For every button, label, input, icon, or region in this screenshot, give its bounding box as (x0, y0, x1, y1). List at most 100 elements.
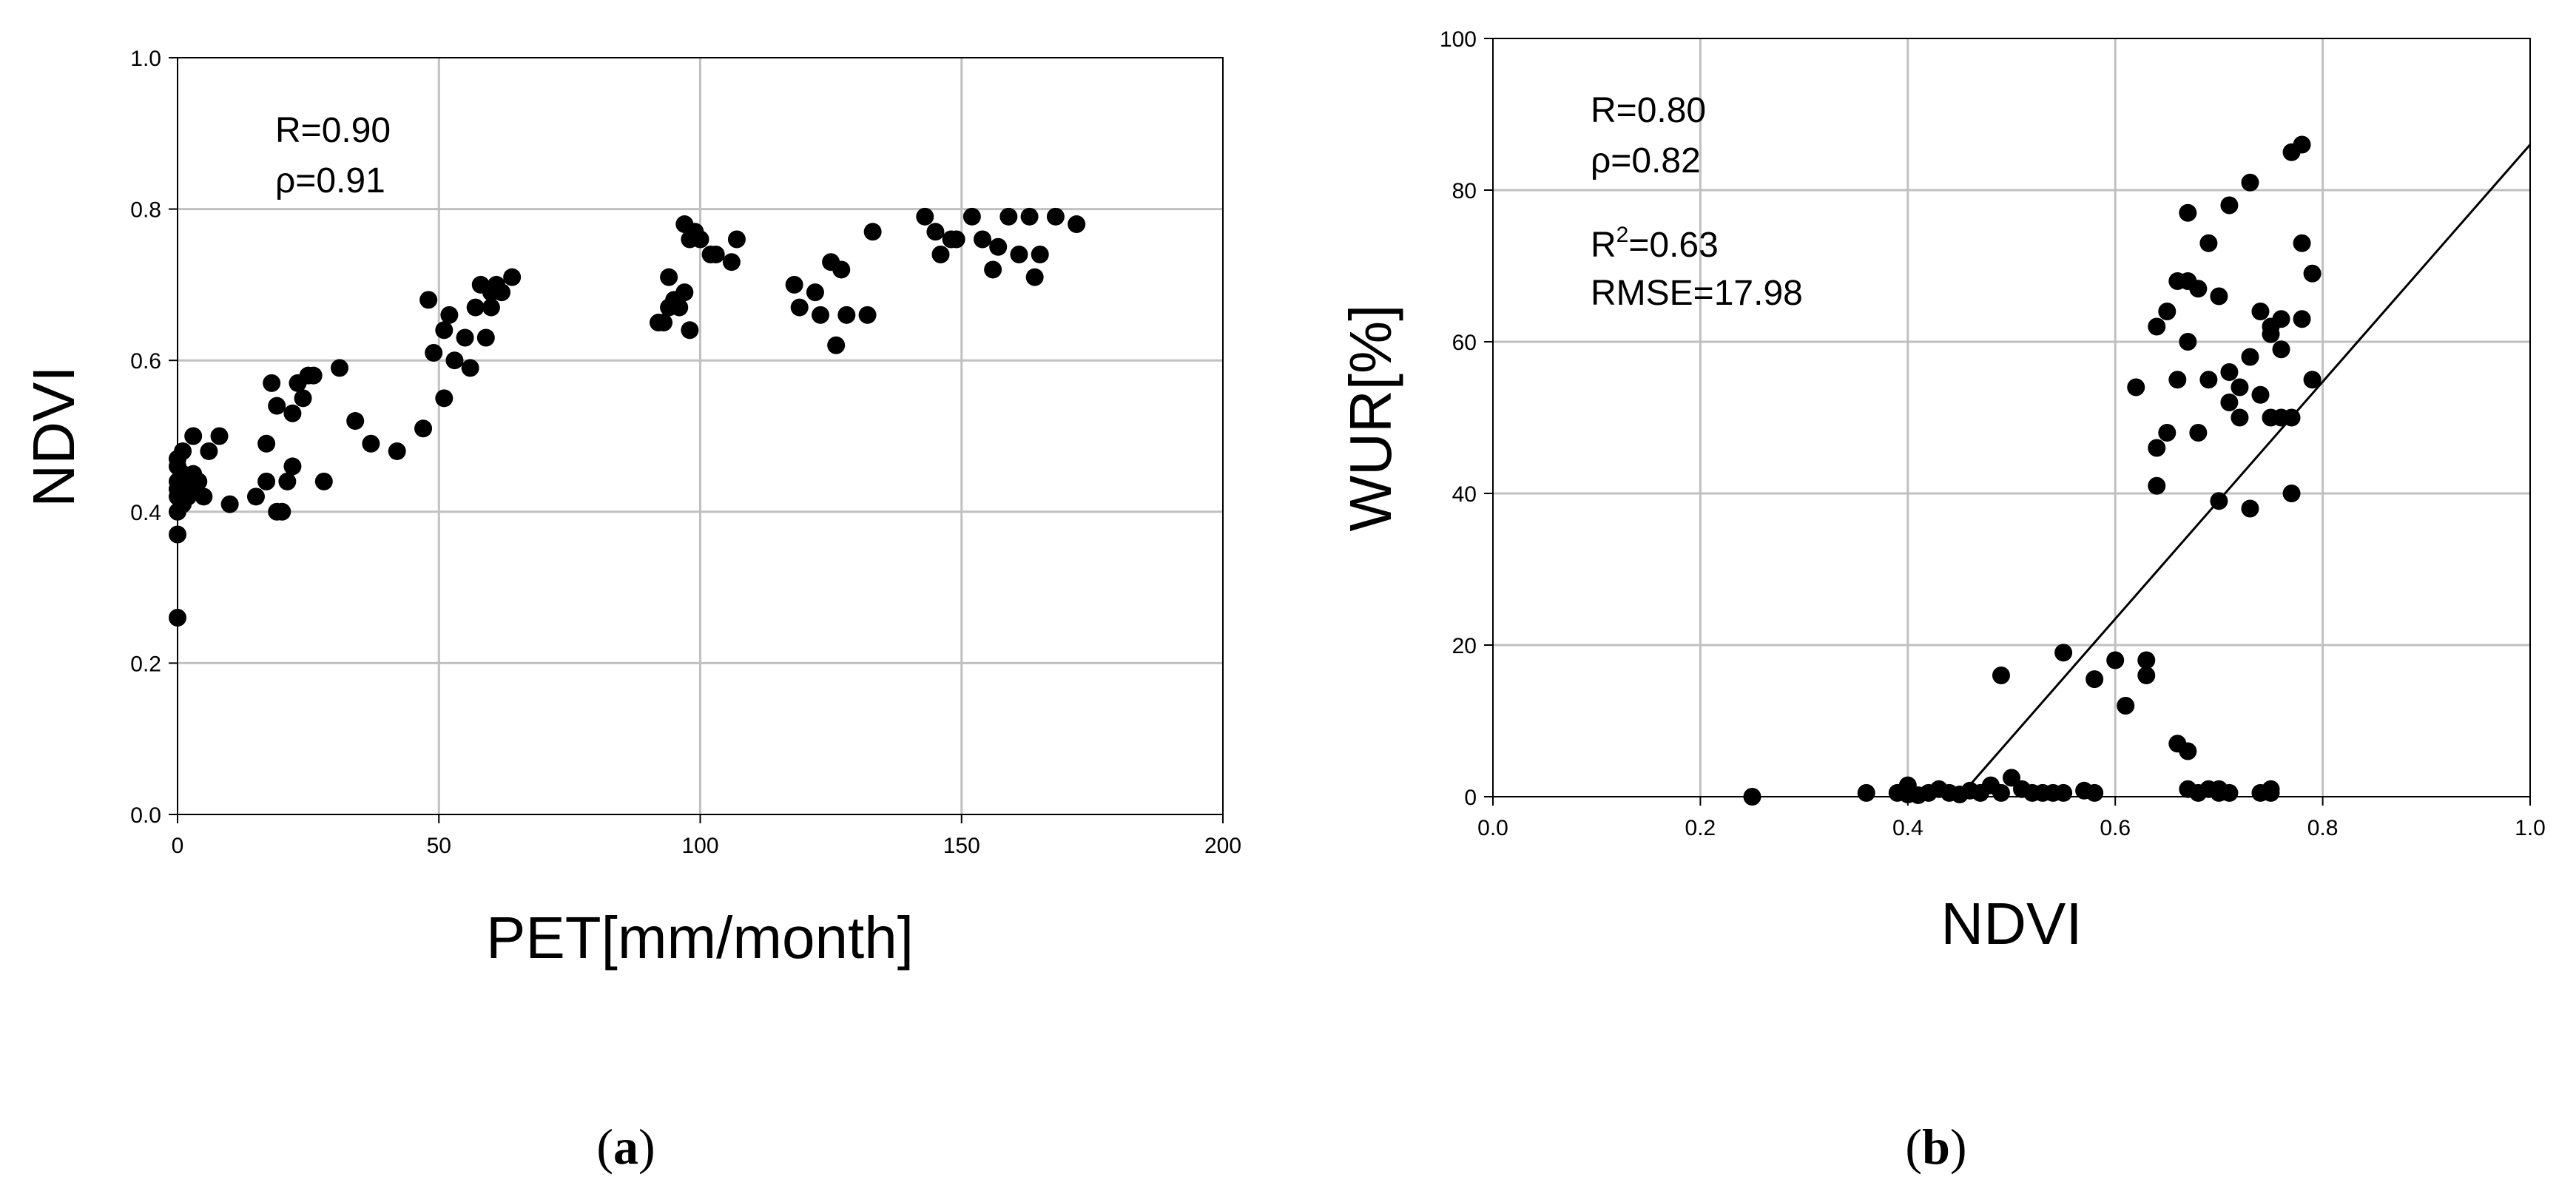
chart-a-data-point (331, 359, 349, 377)
chart-a-data-point (456, 328, 474, 347)
chart-b-data-point (2293, 135, 2311, 154)
chart-a-x-tick-label: 200 (1204, 834, 1241, 858)
chart-b-data-point (2189, 424, 2208, 442)
chart-b-x-axis-title: NDVI (1941, 891, 2082, 956)
chart-a-data-point (346, 412, 365, 431)
chart-a-data-point (503, 268, 522, 286)
chart-b-data-point (2241, 348, 2259, 366)
chart-a-data-point (200, 442, 218, 460)
chart-a-data-point (493, 283, 511, 302)
chart-b-y-tick-label: 20 (1452, 634, 1477, 658)
chart-b-data-point (2137, 651, 2156, 669)
chart-a-data-point (482, 298, 500, 317)
chart-b-x-tick-label: 0.6 (2100, 816, 2131, 840)
chart-b-data-point (1743, 788, 1761, 806)
chart-a-data-point (675, 283, 694, 302)
chart-b-x-tick-label: 0.4 (1892, 816, 1923, 840)
chart-b-data-point (2241, 173, 2259, 192)
chart-b-data-point (2220, 394, 2239, 411)
chart-b-data-point (2293, 310, 2311, 328)
chart-a-data-point (707, 245, 725, 263)
chart-b-ticks: 0.0 0.2 0.4 0.6 0.8 1.0 0 20 40 60 80 100 (1440, 27, 2546, 840)
chart-a-data-point (984, 260, 1002, 279)
chart-b-annotation-rho: ρ=0.82 (1591, 141, 1701, 180)
chart-a-data-point (670, 298, 689, 317)
r2-prefix: R (1591, 226, 1616, 265)
chart-a: 0 50 100 150 200 0.0 0.2 0.4 0.6 0.8 1.0 R=0.90 ρ=… (21, 47, 1241, 971)
chart-a-data-point (947, 230, 965, 249)
chart-a-data-point (931, 245, 950, 263)
panel-label-a-close: ) (638, 1119, 655, 1175)
panel-label-b: (b) (1905, 1119, 1966, 1175)
chart-b-data-point (2220, 783, 2239, 802)
chart-a-gridlines (178, 58, 1223, 814)
chart-b-data-point (2251, 303, 2270, 320)
chart-a-data-point (655, 314, 673, 332)
chart-a-data-point (1010, 245, 1028, 263)
chart-a-x-tick-label: 50 (427, 834, 451, 858)
chart-a-y-tick-label: 0.4 (130, 501, 161, 525)
chart-b-data-point (2220, 363, 2239, 381)
chart-b-data-point (2272, 340, 2290, 359)
chart-a-x-tick-label: 150 (943, 834, 980, 858)
chart-b-data-point (1857, 783, 1875, 802)
chart-a-data-point (837, 306, 856, 324)
chart-a-data-point (189, 472, 208, 490)
chart-a-annotation-r: R=0.90 (275, 111, 391, 150)
chart-a-data-point (220, 495, 239, 513)
chart-a-data-point (806, 283, 824, 302)
chart-a-data-point (278, 472, 297, 490)
chart-a-annotation-rho: ρ=0.91 (275, 161, 385, 200)
chart-a-data-point (466, 298, 485, 317)
chart-a-data-point (440, 306, 459, 324)
chart-a-data-point (283, 404, 302, 422)
chart-a-y-tick-label: 0.2 (130, 652, 161, 676)
chart-b-data-point (2210, 287, 2228, 306)
chart-a-data-point (727, 230, 746, 249)
chart-b-annotation-r: R=0.80 (1591, 91, 1706, 130)
chart-b-y-tick-label: 60 (1452, 331, 1477, 355)
chart-a-y-tick-label: 1.0 (130, 47, 161, 71)
chart-b-data-point (2117, 697, 2135, 715)
chart-a-data-point (435, 389, 454, 408)
chart-b-data-point (2293, 234, 2311, 252)
chart-a-data-point (257, 434, 276, 453)
chart-a-data-point (268, 397, 286, 415)
chart-b-data-point (2158, 303, 2177, 320)
chart-b-data-point (2210, 492, 2228, 510)
chart-b-data-point (2282, 408, 2301, 427)
chart-a-data-point (195, 487, 213, 506)
chart-b-x-tick-label: 0.8 (2307, 816, 2339, 840)
chart-b-y-tick-label: 0 (1464, 786, 1477, 810)
chart-a-data-point (445, 351, 464, 370)
chart-a-data-point (790, 298, 809, 317)
chart-a-data-point (1046, 207, 1065, 226)
chart-a-data-point (273, 502, 291, 521)
chart-b-data-point (2148, 439, 2166, 457)
panel-label-a-open: ( (596, 1119, 613, 1175)
chart-a-ticks: 0 50 100 150 200 0.0 0.2 0.4 0.6 0.8 1.0 (130, 47, 1241, 858)
chart-b-data-point (2054, 783, 2073, 802)
chart-b-data-point (2148, 317, 2166, 336)
chart-a-x-tick-label: 100 (681, 834, 718, 858)
chart-a-data-point (184, 427, 203, 445)
chart-a-data-point (660, 268, 678, 286)
chart-a-data-point (974, 230, 992, 249)
chart-b-x-tick-label: 0.2 (1685, 816, 1716, 840)
chart-a-data-point (811, 306, 829, 324)
panel-label-b-open: ( (1905, 1119, 1922, 1175)
chart-b-data-point (2179, 333, 2197, 351)
panel-label-a-letter: a (613, 1119, 638, 1175)
chart-a-data-point (989, 237, 1008, 256)
chart-b: 0.0 0.2 0.4 0.6 0.8 1.0 0 20 40 60 80 100 R=0.80 ρ=… (1338, 27, 2546, 956)
chart-a-data-point (999, 207, 1018, 226)
chart-a-data-point (169, 609, 186, 627)
chart-a-data-point (263, 374, 281, 392)
chart-a-data-point (1068, 215, 1086, 234)
chart-b-data-point (2272, 310, 2290, 328)
chart-a-data-point (962, 207, 981, 226)
chart-a-data-point (388, 442, 406, 460)
chart-b-x-tick-label: 0.0 (1477, 816, 1508, 840)
chart-b-data-point (2231, 408, 2249, 427)
chart-a-data-point (294, 389, 312, 408)
